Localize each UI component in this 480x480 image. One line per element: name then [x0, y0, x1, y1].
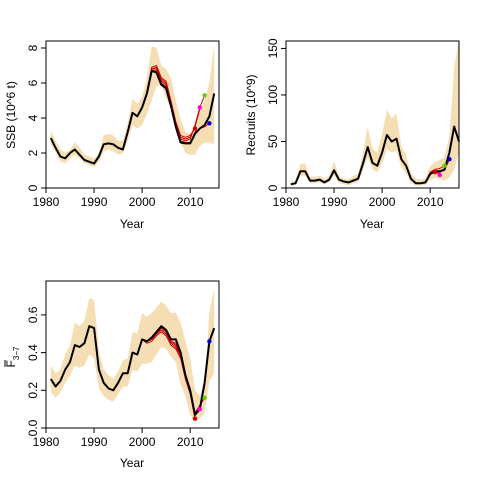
f-x-tick-label: 1990	[81, 435, 108, 449]
ssb-y-tick-label: 0	[26, 184, 40, 191]
recruits-end-point-4	[447, 157, 452, 162]
f-x-tick-label: 2000	[129, 435, 156, 449]
panel-recruits: 1980 1990 2000 2010 0 50 100 150 Year Recruits …	[244, 38, 460, 231]
ssb-confidence-band	[50, 44, 215, 167]
ssb-main-line	[49, 69, 216, 165]
ssb-end-point-4	[207, 121, 212, 126]
recruits-y-axis-title: Recruits (10^9)	[244, 75, 258, 156]
f-x-tick-label: 2010	[177, 435, 204, 449]
ssb-x-tick-label: 1980	[33, 195, 60, 209]
recruits-y-tick-label: 150	[266, 38, 280, 58]
recruits-plot-area	[290, 39, 460, 186]
ssb-end-point-2	[197, 105, 202, 110]
f-x-axis-title: Year	[120, 456, 144, 470]
f-y-tick-label: 0.0	[26, 419, 40, 436]
f-y-axis-title-sub: 3−7	[12, 346, 21, 360]
f-y-tick-label: 0.4	[26, 344, 40, 361]
ssb-x-tick-label: 2010	[177, 195, 204, 209]
recruits-x-tick-label: 2010	[417, 195, 444, 209]
f-main-line	[49, 325, 216, 416]
f-retro-line-1	[141, 331, 196, 419]
f-plot-frame	[45, 280, 220, 429]
ssb-plot-frame	[45, 40, 220, 189]
f-end-point-3	[202, 395, 207, 400]
recruits-y-tick-label: 50	[266, 135, 280, 149]
panel-f: 1980 1990 2000 2010 0.0 0.2 0.4 0.6 Year F3−7	[4, 280, 220, 470]
f-end-point-1	[192, 416, 198, 421]
recruits-axes: 1980 1990 2000 2010 0 50 100 150	[266, 38, 444, 209]
ssb-x-tick-label: 2000	[129, 195, 156, 209]
ssb-y-tick-label: 6	[26, 79, 40, 86]
panel-ssb: 1980 1990 2000 2010 0 2 4 6 8 Year SSB (10^6 t)	[4, 40, 220, 231]
ssb-axes: 1980 1990 2000 2010 0 2 4 6 8	[26, 44, 204, 209]
recruits-x-tick-label: 2000	[369, 195, 396, 209]
recruits-plot-frame	[285, 40, 460, 189]
f-end-point-2	[197, 407, 202, 412]
f-y-tick-label: 0.6	[26, 306, 40, 323]
f-y-axis-title-main: F	[4, 360, 18, 367]
ssb-end-point-3	[202, 93, 207, 98]
f-y-axis-title: F3−7	[4, 346, 21, 367]
ssb-end-point-1	[192, 126, 198, 131]
ssb-y-tick-label: 4	[26, 114, 40, 121]
recruits-end-point-3	[442, 163, 447, 168]
f-plot-area	[49, 288, 216, 423]
recruits-x-axis-title: Year	[360, 217, 384, 231]
recruits-x-tick-label: 1990	[321, 195, 348, 209]
recruits-x-tick-label: 1980	[273, 195, 300, 209]
recruits-y-tick-label: 0	[266, 184, 280, 191]
f-x-tick-label: 1980	[33, 435, 60, 449]
ssb-x-axis-title: Year	[120, 217, 144, 231]
recruits-end-point-1	[432, 170, 438, 175]
ssb-plot-area	[49, 44, 216, 167]
ssb-y-tick-label: 2	[26, 149, 40, 156]
recruits-main-line	[290, 125, 460, 186]
svg-text:F3−7: F3−7	[4, 346, 21, 367]
f-axes: 1980 1990 2000 2010 0.0 0.2 0.4 0.6	[26, 306, 204, 449]
ssb-y-tick-label: 8	[26, 44, 40, 51]
recruits-y-tick-label: 100	[266, 85, 280, 105]
ssb-y-axis-title: SSB (10^6 t)	[4, 81, 18, 149]
f-y-tick-label: 0.2	[26, 382, 40, 399]
recruits-end-point-2	[437, 172, 442, 178]
ssb-x-tick-label: 1990	[81, 195, 108, 209]
f-end-point-4	[207, 339, 212, 344]
